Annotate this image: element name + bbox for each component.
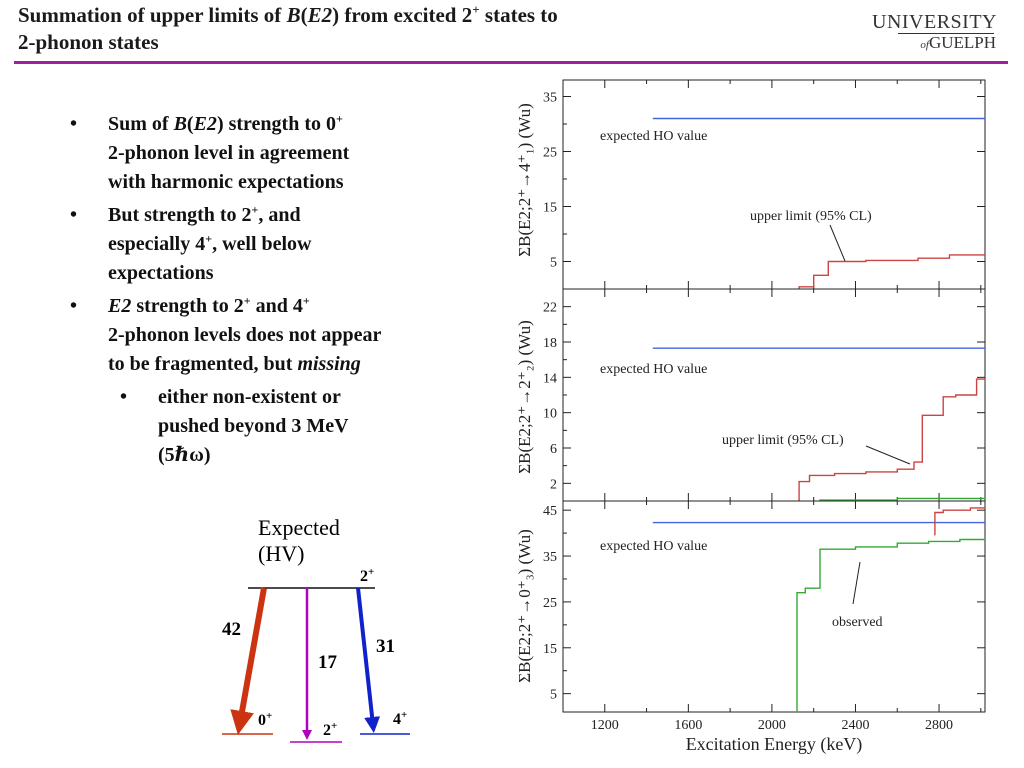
plot-frame-2 (562, 288, 986, 502)
value-42: 42 (222, 619, 241, 640)
ytick-label-2-0: 2 (550, 477, 557, 492)
ytick-label-1-0: 5 (550, 256, 557, 271)
level-label-top: 2+ (360, 566, 374, 585)
expected-label-line1: Expected (258, 515, 340, 540)
level-label-4plus: 4+ (393, 709, 407, 728)
annotation-2-1: upper limit (95% CL) (722, 433, 844, 448)
ylabel-3: ΣB(E2;2⁺→0⁺₃) (Wu) (515, 529, 534, 682)
annotation-1-0: expected HO value (600, 129, 707, 144)
ytick-label-3-2: 25 (543, 596, 557, 611)
bullet-dot: • (120, 386, 128, 408)
ytick-label-2-2: 10 (543, 407, 557, 422)
annotation-3-1: observed (832, 615, 883, 630)
transition-arrow-to-4plus (356, 587, 381, 733)
plot-frame-3 (562, 500, 986, 713)
title-rule (14, 61, 1008, 64)
ytick-label-1-1: 15 (543, 201, 557, 216)
university-logo: UNIVERSITY ofGUELPH (872, 11, 997, 52)
bullet-2: • But strength to 2+, and especially 4+,… (70, 202, 312, 284)
xtick-label-0: 1200 (591, 718, 619, 733)
ytick-label-2-4: 18 (543, 336, 557, 351)
xtick-label-1: 1600 (674, 718, 702, 733)
annotation-leader-3-1 (852, 561, 861, 605)
value-31: 31 (376, 636, 395, 657)
annotation-3-0: expected HO value (600, 539, 707, 554)
xtick-label-4: 2800 (925, 718, 953, 733)
ytick-label-2-5: 22 (543, 301, 557, 316)
logo-guelph-text: ofGUELPH (920, 33, 996, 52)
page-title: Summation of upper limits of B(E2) from … (18, 2, 558, 54)
series-line-3-2 (796, 538, 985, 712)
ytick-label-3-3: 35 (543, 550, 557, 565)
logo-university-text: UNIVERSITY (872, 11, 997, 33)
xlabel: Excitation Energy (keV) (686, 734, 863, 755)
ytick-label-1-2: 25 (543, 146, 557, 161)
ytick-label-1-3: 35 (543, 91, 557, 106)
annotation-leader-2-1 (865, 445, 911, 465)
level-label-2plus-final: 2+ (323, 720, 337, 739)
level-label-0plus: 0+ (258, 710, 272, 729)
ylabel-1: ΣB(E2;2⁺→4⁺₁) (Wu) (515, 103, 534, 256)
transition-arrow-to-0plus (230, 587, 267, 735)
series-line-2-2 (819, 497, 985, 501)
logo-rule (898, 33, 994, 34)
series-line-3-1 (934, 507, 985, 536)
level-scheme: Expected (HV) 2+ 42 17 31 0+ 2+ 4+ (222, 515, 410, 743)
xtick-label-2: 2000 (758, 718, 786, 733)
sub-bullet-1: • either non-existent or pushed beyond 3… (120, 383, 490, 470)
bullet-dot: • (70, 295, 78, 317)
annotation-1-1: upper limit (95% CL) (750, 209, 872, 224)
series-line-1-1 (798, 254, 985, 289)
bullet-list: • Sum of B(E2) strength to 0+ 2-phonon l… (70, 110, 490, 470)
ytick-label-2-3: 14 (543, 371, 557, 386)
bullet-3: • E2 strength to 2+ and 4+ 2-phonon leve… (70, 293, 382, 375)
ytick-label-3-4: 45 (543, 504, 557, 519)
value-17: 17 (318, 652, 338, 673)
bullet-1: • Sum of B(E2) strength to 0+ 2-phonon l… (70, 111, 350, 193)
annotation-leader-1-1 (829, 224, 846, 262)
expected-label-line2: (HV) (258, 541, 304, 566)
series-line-2-1 (798, 378, 985, 501)
annotation-2-0: expected HO value (600, 362, 707, 377)
ylabel-2: ΣB(E2;2⁺→2⁺₂) (Wu) (515, 320, 534, 473)
bullet-dot: • (70, 204, 78, 226)
ytick-label-3-1: 15 (543, 642, 557, 657)
ytick-label-3-0: 5 (550, 688, 557, 703)
ytick-label-2-1: 6 (550, 442, 557, 457)
xtick-label-3: 2400 (841, 718, 869, 733)
bullet-dot: • (70, 113, 78, 135)
